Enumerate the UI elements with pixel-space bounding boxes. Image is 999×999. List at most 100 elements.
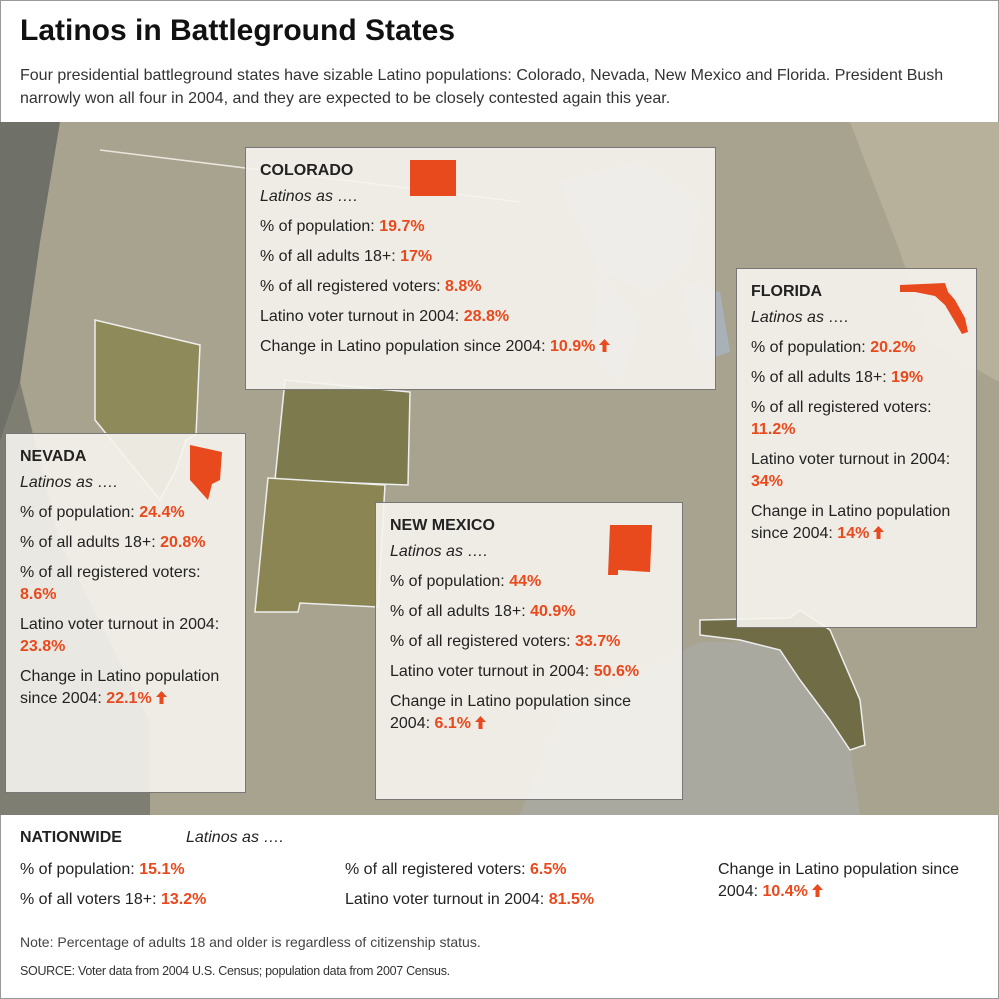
intro: Latinos as …. <box>186 829 284 846</box>
intro: Latinos as …. <box>751 309 849 326</box>
pacific <box>0 122 60 442</box>
stat: Change in Latino population since 2004: … <box>718 859 978 903</box>
up-arrow <box>474 716 486 729</box>
stat: % of population: 44% <box>390 571 668 593</box>
stat-label: Change in Latino population since 2004: <box>718 861 960 900</box>
stat: % of all voters 18+: 13.2% <box>20 889 340 911</box>
stat-value: 23.8% <box>20 638 66 655</box>
stat: % of population: 24.4% <box>20 502 231 524</box>
stat-value: 34% <box>751 473 784 490</box>
state-name: FLORIDA <box>751 283 823 300</box>
stat-value: 81.5% <box>548 891 595 908</box>
intro: Latinos as …. <box>390 543 488 560</box>
stat-label: Latino voter turnout in 2004: <box>260 308 460 325</box>
source: SOURCE: Voter data from 2004 U.S. Census… <box>20 964 450 978</box>
stat-label: % of population: <box>751 339 866 356</box>
stat: Latino voter turnout in 2004: 34% <box>751 449 968 493</box>
stat-label: Change in Latino population since 2004: <box>260 338 546 355</box>
stat: Latino voter turnout in 2004: 23.8% <box>20 614 231 658</box>
state-box: FLORIDA Latinos as …. % of population: 20.… <box>736 268 977 628</box>
stat-value: 22.1% <box>106 690 152 707</box>
note: Note: Percentage of adults 18 and older … <box>20 934 481 950</box>
stat-value: 14% <box>837 525 870 542</box>
stat-label: % of all registered voters: <box>345 861 526 878</box>
stat-value: 13.2% <box>160 891 207 908</box>
stat-value: 10.9% <box>550 338 596 355</box>
stat-label: Latino voter turnout in 2004: <box>20 616 220 633</box>
stat-value: 8.6% <box>20 586 57 603</box>
stat-label: % of population: <box>20 504 135 521</box>
stat-label: Latino voter turnout in 2004: <box>751 451 951 468</box>
up-arrow <box>873 526 885 539</box>
stat-value: 17% <box>400 248 433 265</box>
stat-label: Latino voter turnout in 2004: <box>345 891 545 908</box>
stat-label: Change in Latino population since 2004: <box>20 668 220 707</box>
stat: Change in Latino population since 2004: … <box>751 501 968 545</box>
stat: % of all adults 18+: 19% <box>751 367 968 389</box>
stat-value: 33.7% <box>574 633 621 650</box>
stat-label: % of all adults 18+: <box>390 603 526 620</box>
intro: Latinos as …. <box>20 474 118 491</box>
state-name: NEW MEXICO <box>390 517 495 534</box>
stat-value: 28.8% <box>463 308 510 325</box>
stat: % of all adults 18+: 40.9% <box>390 601 668 623</box>
stat: % of all registered voters: 8.6% <box>20 562 231 606</box>
stat: Latino voter turnout in 2004: 28.8% <box>260 306 701 328</box>
stat: % of all registered voters: 8.8% <box>260 276 701 298</box>
state-box: COLORADO Latinos as …. % of population: 19… <box>245 147 716 390</box>
stat-label: % of population: <box>20 861 135 878</box>
stat-value: 44% <box>509 573 542 590</box>
stat-label: % of all adults 18+: <box>260 248 396 265</box>
stat-value: 10.4% <box>762 883 808 900</box>
stat-label: Change in Latino population since 2004: <box>390 693 632 732</box>
stat: Latino voter turnout in 2004: 81.5% <box>345 889 705 911</box>
stat: % of population: 20.2% <box>751 337 968 359</box>
stat: Change in Latino population since 2004: … <box>390 691 668 735</box>
stat: % of all registered voters: 33.7% <box>390 631 668 653</box>
stat-label: Latino voter turnout in 2004: <box>390 663 590 680</box>
stat-value: 50.6% <box>593 663 640 680</box>
stat-label: % of all registered voters: <box>751 399 932 416</box>
stat: % of population: 19.7% <box>260 216 701 238</box>
stat: % of population: 15.1% <box>20 859 340 881</box>
stat-label: % of all registered voters: <box>260 278 441 295</box>
stat-value: 20.8% <box>160 534 206 551</box>
up-arrow <box>155 691 167 704</box>
stat: Change in Latino population since 2004: … <box>20 666 231 710</box>
state-box: NEW MEXICO Latinos as …. % of population: … <box>375 502 683 800</box>
stat-label: % of all registered voters: <box>390 633 571 650</box>
stat: Latino voter turnout in 2004: 50.6% <box>390 661 668 683</box>
stat-value: 11.2% <box>751 421 796 438</box>
stat: Change in Latino population since 2004: … <box>260 336 701 358</box>
state-name: NEVADA <box>20 448 87 465</box>
nation-name: NATIONWIDE <box>20 829 122 846</box>
up-arrow <box>599 339 611 352</box>
subtitle: Four presidential battleground states ha… <box>20 67 944 107</box>
stat-label: % of all adults 18+: <box>20 534 156 551</box>
stat-label: Change in Latino population since 2004: <box>751 503 951 542</box>
stat-label: % of population: <box>260 218 375 235</box>
stat-value: 15.1% <box>139 861 185 878</box>
stat-value: 24.4% <box>139 504 185 521</box>
stat-value: 6.5% <box>529 861 567 878</box>
stat-label: % of all adults 18+: <box>751 369 887 386</box>
state-box: NEVADA Latinos as …. % of population: 24.4… <box>5 433 246 793</box>
up-arrow <box>811 884 823 897</box>
stat-value: 8.8% <box>444 278 482 295</box>
stat-label: % of all registered voters: <box>20 564 201 581</box>
new-mexico-shape <box>254 477 386 613</box>
stat-value: 6.1% <box>434 715 471 732</box>
stat-value: 19.7% <box>379 218 425 235</box>
nationwide: NATIONWIDE Latinos as …. % of population: … <box>0 815 999 935</box>
stat: % of all registered voters: 11.2% <box>751 397 968 441</box>
stat-value: 19% <box>891 369 924 386</box>
stat: % of all registered voters: 6.5% <box>345 859 705 881</box>
stat-label: % of all voters 18+: <box>20 891 157 908</box>
intro: Latinos as …. <box>260 188 358 205</box>
title: Latinos in Battleground States <box>20 14 456 47</box>
stat: % of all adults 18+: 20.8% <box>20 532 231 554</box>
stat-value: 20.2% <box>870 339 916 356</box>
state-name: COLORADO <box>260 162 354 179</box>
stat-label: % of population: <box>390 573 505 590</box>
